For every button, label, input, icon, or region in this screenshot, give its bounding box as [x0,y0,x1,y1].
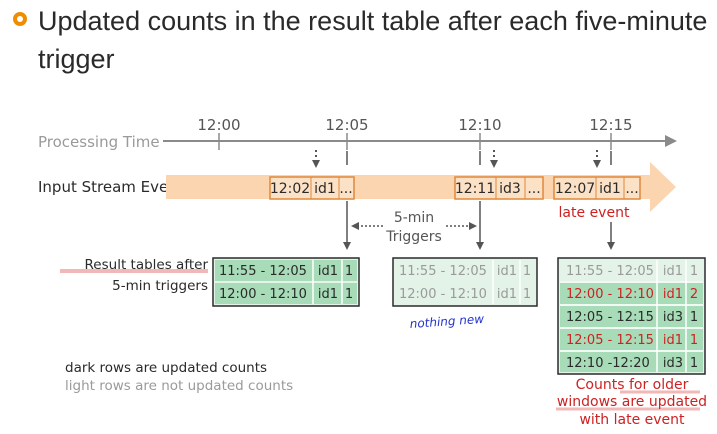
tick-label: 12:00 [197,116,240,134]
table-row: 12:00 - 12:10 id1 1 [215,283,357,304]
table-row: 11:55 - 12:05 id1 1 [566,264,698,279]
stream-label: Input Stream Events [38,178,192,196]
event-id: id1 [599,181,621,197]
result-table: 11:55 - 12:05 id1 1 12:00 - 12:10 id1 2 … [557,257,706,375]
table-row: 12:05 - 12:15 id1 1 [560,329,703,350]
event-more: ... [527,181,540,197]
row-id: id1 [318,264,338,279]
table-row: 12:10 -12:20 id3 1 [560,352,703,372]
row-id: id3 [663,356,683,371]
result-table: 11:55 - 12:05 id1 1 12:00 - 12:10 id1 1 [392,257,538,307]
row-window: 12:10 -12:20 [566,356,650,371]
result-table: 11:55 - 12:05 id1 1 12:00 - 12:10 id1 1 [212,257,360,307]
late-event-label: late event [559,205,630,221]
table-row: 12:00 - 12:10 id1 1 [399,287,531,302]
row-window: 12:00 - 12:10 [219,287,307,302]
row-id: id1 [663,333,683,348]
slide-heading: Updated counts in the result table after… [38,6,708,74]
stream-event-late: 12:07 id1 ... [553,176,641,200]
legend-dark: dark rows are updated counts [65,360,267,376]
row-window: 12:00 - 12:10 [399,287,487,302]
row-id: id1 [497,264,517,279]
row-count: 1 [690,356,698,371]
table-row: 11:55 - 12:05 id1 1 [215,260,357,281]
note-line3: with late event [579,412,685,428]
result-label-line1: Result tables after [85,257,209,273]
nothing-new-annotation: nothing new [409,312,484,331]
table-row: 12:00 - 12:10 id1 2 [560,283,703,304]
row-id: id3 [663,310,683,325]
table-row: 12:05 - 12:15 id3 1 [560,306,703,327]
trigger-label-line2: Triggers [385,229,442,245]
note-line2: windows are updated [557,394,707,410]
row-window: 11:55 - 12:05 [566,264,654,279]
row-window: 12:00 - 12:10 [566,287,654,302]
timeline-label: Processing Time [38,133,160,151]
row-id: id1 [497,287,517,302]
event-time: 12:11 [455,181,495,197]
row-count: 1 [345,264,353,279]
event-id: id3 [499,181,521,197]
tick-label: 12:15 [589,116,632,134]
timeline-arrowhead [665,135,677,147]
row-count: 1 [523,264,531,279]
row-window: 12:05 - 12:15 [566,333,654,348]
tick-label: 12:10 [458,116,501,134]
row-count: 1 [345,287,353,302]
row-id: id1 [663,264,683,279]
row-count: 1 [523,287,531,302]
event-id: id1 [314,181,336,197]
row-id: id1 [663,287,683,302]
result-label-line2: 5-min triggers [112,278,208,294]
event-time: 12:07 [555,181,595,197]
note-line1: Counts for older [576,377,689,393]
bullet-ring-icon [13,12,27,26]
row-count: 1 [690,264,698,279]
event-more: ... [339,181,352,197]
stream-event: 12:02 id1 ... [269,176,355,200]
row-window: 11:55 - 12:05 [219,264,307,279]
row-window: 11:55 - 12:05 [399,264,487,279]
table-row: 11:55 - 12:05 id1 1 [399,264,531,279]
legend-light: light rows are not updated counts [65,378,293,394]
stream-band-arrow [166,162,676,212]
row-count: 1 [690,310,698,325]
row-count: 2 [690,287,698,302]
trigger-label-line1: 5-min [394,210,434,226]
tick-label: 12:05 [325,116,368,134]
stream-event: 12:11 id3 ... [454,176,544,200]
row-id: id1 [318,287,338,302]
event-more: ... [625,181,638,197]
event-time: 12:02 [270,181,310,197]
row-count: 1 [690,333,698,348]
row-window: 12:05 - 12:15 [566,310,654,325]
